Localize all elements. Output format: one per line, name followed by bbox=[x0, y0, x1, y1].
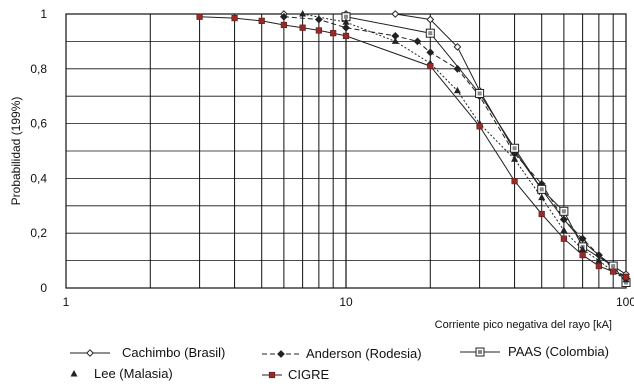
data-point bbox=[427, 62, 434, 70]
data-point bbox=[560, 235, 567, 242]
grid bbox=[65, 13, 627, 289]
data-point bbox=[610, 268, 617, 275]
legend-label: Cachimbo (Brasil) bbox=[122, 345, 225, 360]
y-tick-label: 1 bbox=[40, 7, 47, 21]
y-axis-label: Probabilidad (199%) bbox=[9, 97, 23, 206]
data-point bbox=[579, 245, 587, 253]
data-point bbox=[231, 15, 238, 22]
legend-item: CIGRE bbox=[262, 367, 330, 382]
x-tick-label: 10 bbox=[339, 295, 353, 309]
data-point-inner bbox=[428, 31, 433, 36]
legend-label: Lee (Malasia) bbox=[94, 366, 173, 381]
data-point bbox=[277, 350, 285, 358]
legend-label: CIGRE bbox=[288, 367, 330, 382]
data-point-inner bbox=[478, 350, 482, 354]
legend-label: PAAS (Colombia) bbox=[508, 344, 609, 359]
data-point bbox=[279, 12, 288, 21]
data-point bbox=[578, 234, 587, 243]
data-point bbox=[86, 349, 94, 357]
data-point bbox=[453, 86, 461, 94]
series-cigre bbox=[196, 13, 630, 281]
legend-item: Anderson (Rodesia) bbox=[262, 346, 422, 361]
data-point bbox=[511, 178, 518, 185]
data-point bbox=[70, 370, 78, 377]
data-point bbox=[196, 13, 203, 20]
data-point bbox=[342, 18, 350, 25]
data-point bbox=[391, 10, 400, 18]
y-tick-label: 0,4 bbox=[30, 171, 47, 185]
data-point bbox=[280, 21, 287, 29]
data-point bbox=[426, 48, 435, 57]
data-point-inner bbox=[477, 91, 482, 96]
y-tick-label: 0,2 bbox=[30, 226, 47, 240]
data-point bbox=[538, 210, 545, 218]
data-point bbox=[342, 23, 350, 32]
data-point bbox=[476, 123, 483, 130]
data-point bbox=[268, 371, 276, 379]
x-tick-label: 1 bbox=[63, 295, 70, 309]
data-point bbox=[453, 64, 462, 73]
data-point-inner bbox=[624, 280, 628, 285]
data-point-inner bbox=[539, 187, 544, 192]
x-tick-label: 100 bbox=[616, 295, 634, 309]
legend-label: Anderson (Rodesia) bbox=[306, 346, 422, 361]
data-point-inner bbox=[512, 146, 517, 151]
data-point bbox=[559, 215, 568, 224]
data-point bbox=[342, 32, 350, 40]
data-point bbox=[538, 193, 546, 201]
data-point bbox=[314, 15, 323, 24]
data-point bbox=[413, 37, 422, 46]
legend-item: Cachimbo (Brasil) bbox=[70, 345, 225, 360]
data-point bbox=[560, 226, 568, 233]
data-point bbox=[511, 155, 519, 162]
data-point bbox=[622, 273, 630, 281]
data-point-inner bbox=[611, 264, 616, 269]
legend-item: PAAS (Colombia) bbox=[460, 344, 609, 359]
data-point bbox=[453, 42, 462, 51]
data-point bbox=[299, 24, 306, 31]
y-tick-label: 0,6 bbox=[30, 117, 47, 131]
legend-item: Lee (Malasia) bbox=[70, 366, 173, 381]
x-axis-label: Corriente pico negativa del rayo [kA] bbox=[435, 319, 612, 331]
data-point-inner bbox=[344, 14, 348, 19]
axes: 0 0,2 0,4 0,6 0,8 1 1 10 100 Probabilidad (199%) C… bbox=[9, 7, 634, 331]
data-point bbox=[595, 256, 603, 264]
data-point bbox=[579, 252, 586, 259]
y-tick-label: 0 bbox=[40, 281, 47, 295]
y-tick-label: 0,8 bbox=[30, 62, 47, 76]
data-point bbox=[595, 262, 602, 270]
data-point bbox=[258, 17, 265, 24]
legend: Cachimbo (Brasil) Anderson (Rodesia) PAAS … bbox=[70, 344, 609, 382]
data-point bbox=[426, 15, 435, 24]
data-point bbox=[330, 30, 337, 37]
data-point-inner bbox=[561, 209, 566, 214]
data-point bbox=[299, 10, 307, 17]
data-point bbox=[315, 27, 322, 34]
plot-lines bbox=[196, 10, 631, 288]
data-point bbox=[391, 37, 399, 44]
